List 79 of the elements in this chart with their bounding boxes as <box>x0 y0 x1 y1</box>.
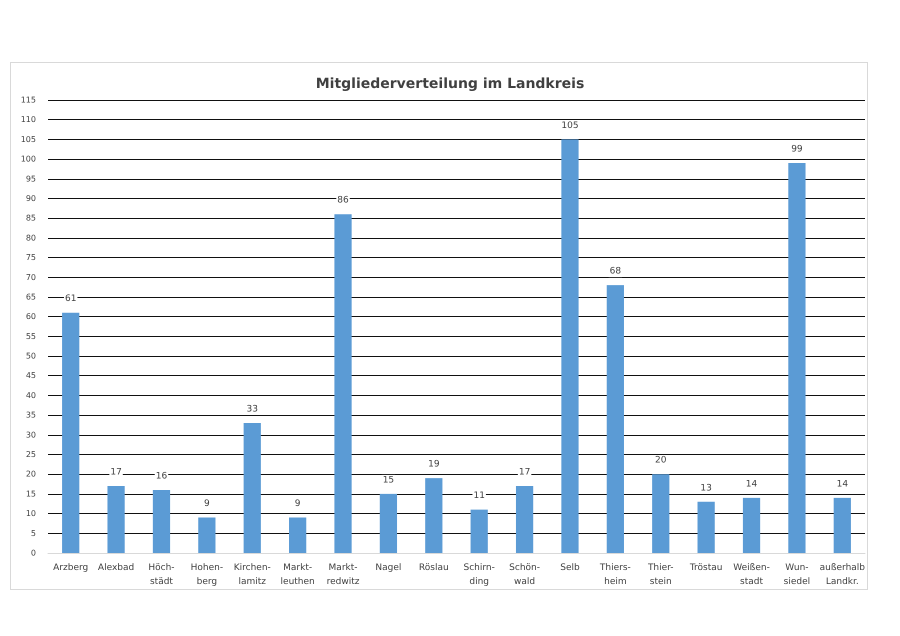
x-tick-label: Höch- städt <box>148 563 175 587</box>
x-tick-label: Thiers- heim <box>598 563 631 587</box>
y-tick-label: 55 <box>26 332 36 341</box>
y-tick-label: 90 <box>26 194 36 203</box>
y-tick-label: 70 <box>26 272 36 282</box>
data-label: 14 <box>746 479 758 490</box>
y-tick-label: 110 <box>20 115 36 124</box>
bar <box>606 285 624 553</box>
y-tick-label: 0 <box>30 548 36 558</box>
x-tick-label: Nagel <box>375 563 402 573</box>
y-tick-label: 75 <box>26 253 36 262</box>
bar <box>652 474 670 553</box>
bar <box>788 163 806 553</box>
bar <box>742 498 760 553</box>
data-label: 61 <box>64 294 76 304</box>
bar <box>244 423 261 553</box>
bar <box>561 139 579 553</box>
y-tick-label: 100 <box>20 154 36 164</box>
data-label: 11 <box>473 491 485 502</box>
bar <box>289 518 306 553</box>
y-tick-label: 20 <box>26 470 36 479</box>
y-tick-label: 50 <box>26 352 36 361</box>
data-label: 9 <box>294 499 301 510</box>
bar <box>516 486 534 553</box>
y-tick-label: 115 <box>20 96 36 104</box>
data-label: 17 <box>110 468 122 478</box>
y-tick-label: 30 <box>26 430 36 440</box>
bar <box>107 486 125 553</box>
data-label: 99 <box>791 144 803 155</box>
x-tick-label: Selb <box>560 563 580 573</box>
x-tick-label: Kirchen- lamitz <box>234 563 271 587</box>
y-tick-label: 65 <box>26 292 36 302</box>
x-tick-label: Markt- redwitz <box>326 563 360 587</box>
data-label: 86 <box>337 196 350 206</box>
bar <box>334 214 352 553</box>
y-tick-label: 15 <box>26 489 36 498</box>
bar <box>834 498 851 553</box>
data-label: 13 <box>700 483 712 494</box>
data-label: 68 <box>610 266 622 277</box>
bar <box>380 494 398 553</box>
data-label: 19 <box>428 460 440 470</box>
data-label: 33 <box>246 404 258 415</box>
data-label: 105 <box>561 120 579 131</box>
x-tick-label: außerhalb Landkr. <box>820 563 866 587</box>
x-tick-label: Tröstau <box>688 563 722 573</box>
x-tick-label: Schön- wald <box>509 563 540 587</box>
data-label: 15 <box>382 475 394 486</box>
data-label: 14 <box>836 479 848 490</box>
data-label: 9 <box>204 499 210 510</box>
x-tick-label: Arzberg <box>53 563 88 573</box>
x-tick-label: Thier- stein <box>646 563 674 587</box>
x-tick-label: Markt- leuthen <box>280 563 315 587</box>
data-label: 16 <box>156 471 168 482</box>
y-tick-label: 10 <box>26 509 36 518</box>
y-tick-label: 85 <box>26 214 36 223</box>
y-tick-label: 80 <box>26 233 36 242</box>
x-tick-label: Weißen- stadt <box>733 563 770 587</box>
bar <box>198 518 216 553</box>
y-tick-label: 45 <box>26 371 36 380</box>
bar <box>425 478 442 553</box>
y-tick-label: 40 <box>26 390 36 400</box>
y-tick-label: 95 <box>26 174 36 184</box>
x-tick-label: Wun- siedel <box>784 563 810 587</box>
y-tick-label: 60 <box>26 312 36 322</box>
data-label: 20 <box>655 456 667 466</box>
y-tick-label: 25 <box>26 450 36 460</box>
x-tick-label: Alexbad <box>98 563 134 573</box>
x-tick-label: Hohen- berg <box>190 563 224 587</box>
x-tick-label: Schirn- ding <box>464 563 495 587</box>
y-tick-label: 105 <box>20 134 36 144</box>
bar <box>62 312 80 553</box>
chart-title: Mitgliederverteilung im Landkreis <box>316 76 584 92</box>
x-tick-label: Röslau <box>418 563 449 573</box>
y-tick-label: 5 <box>30 528 36 538</box>
bar <box>698 502 715 553</box>
y-tick-label: 35 <box>26 410 36 420</box>
bar <box>152 490 170 553</box>
data-label: 17 <box>518 468 530 478</box>
bar <box>470 510 488 553</box>
